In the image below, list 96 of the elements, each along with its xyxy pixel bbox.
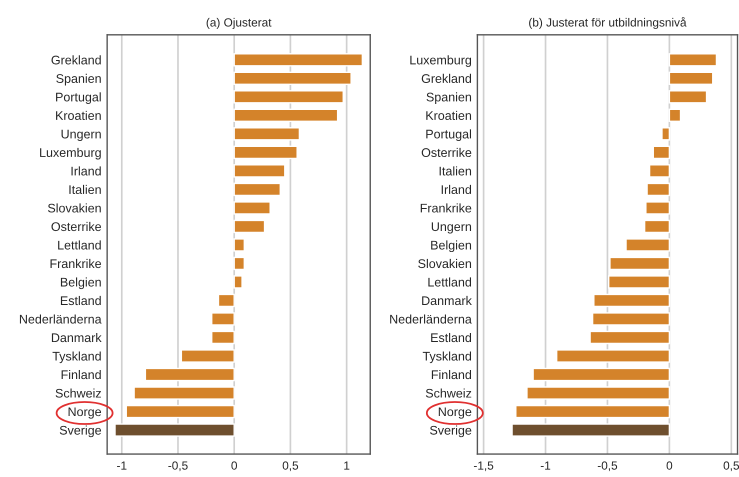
bar (234, 90, 344, 104)
y-tick-label: Belgien (60, 277, 101, 290)
bar (644, 220, 670, 234)
y-tick-label: Kroatien (426, 110, 472, 120)
bar (608, 275, 670, 289)
y-tick-label: Nederländerna (390, 314, 472, 324)
y-tick-label: Tyskland (422, 351, 472, 364)
y-tick-label: Norge (68, 407, 102, 419)
y-tick-label: Italien (69, 184, 101, 194)
y-tick-label: Tyskland (52, 351, 101, 364)
bar (592, 312, 670, 326)
bar (234, 164, 286, 178)
y-tick-label: Ungern (62, 130, 101, 141)
x-tick-label: 1 (344, 461, 350, 470)
y-tick-label: Grekland (52, 55, 101, 64)
x-tick-label: -1 (117, 461, 126, 470)
y-tick-label: Sverige (430, 426, 472, 438)
bar (661, 127, 670, 141)
y-tick-label: Ungern (432, 222, 472, 234)
bar (668, 53, 718, 67)
y-tick-label: Osterrike (51, 222, 102, 232)
y-tick-label: Schweiz (426, 388, 472, 398)
bar (114, 423, 235, 437)
bar (234, 108, 338, 122)
y-tick-label: Osterrike (422, 148, 472, 158)
y-tick-label: Finland (432, 370, 472, 380)
bar (211, 312, 235, 326)
y-tick-label: Kroatien (56, 110, 101, 120)
y-tick-label: Belgien (431, 240, 472, 252)
y-tick-label: Irland (71, 166, 101, 176)
y-tick-label: Spanien (426, 92, 472, 104)
bar (668, 72, 714, 86)
x-tick-label: 0,5 (282, 461, 298, 472)
y-tick-label: Schweiz (56, 388, 101, 398)
x-tick-label: 0,5 (724, 461, 739, 472)
y-tick-label: Danmark (422, 296, 472, 306)
x-tick-label: -0,5 (168, 461, 188, 472)
y-tick-label: Danmark (52, 332, 102, 342)
bar (234, 201, 271, 215)
y-tick-label: Sverige (60, 426, 102, 438)
bar (234, 72, 352, 86)
y-tick-label: Lettland (58, 240, 101, 250)
bar (144, 368, 235, 382)
bar (180, 349, 235, 363)
bar (234, 182, 281, 196)
bar (609, 256, 670, 270)
y-tick-label: Portugal (426, 129, 472, 141)
y-tick-label: Estland (60, 296, 101, 306)
bar (234, 127, 300, 141)
y-tick-label: Lettland (428, 277, 472, 287)
bar (234, 256, 246, 270)
bar (211, 330, 235, 344)
bar (589, 330, 670, 344)
y-tick-label: Spanien (56, 74, 101, 86)
y-tick-label: Nederländerna (20, 314, 102, 324)
y-tick-label: Luxemburg (40, 148, 101, 160)
bar (515, 404, 670, 418)
bar (234, 238, 246, 252)
bar (652, 146, 670, 160)
y-tick-label: Slovakien (418, 258, 472, 268)
x-tick-label: -1 (540, 461, 550, 470)
y-tick-label: Grekland (422, 74, 472, 83)
bar (218, 294, 235, 308)
bar (556, 349, 670, 363)
bar (645, 201, 670, 215)
y-tick-label: Estland (431, 332, 472, 342)
bar (126, 404, 235, 418)
x-tick-label: 0 (231, 461, 238, 470)
chart-title: (a) Ojusterat (206, 18, 272, 29)
x-tick-label: 0 (666, 461, 672, 470)
y-tick-label: Finland (62, 370, 101, 380)
bar (511, 423, 670, 437)
y-tick-label: Irland (442, 184, 472, 194)
chart-title: (b) Justerat för utbildningsnivå (529, 16, 687, 29)
bar (668, 108, 682, 122)
bar (648, 164, 670, 178)
bar (526, 386, 670, 400)
bar (593, 294, 670, 308)
bar (532, 368, 670, 382)
y-tick-label: Norge (438, 407, 472, 419)
bar (625, 238, 670, 252)
y-tick-label: Luxemburg (410, 55, 472, 67)
bar (133, 386, 235, 400)
bar (234, 53, 364, 67)
y-tick-label: Frankrike (420, 203, 472, 213)
y-tick-label: Slovakien (48, 203, 101, 213)
y-tick-label: Italien (440, 166, 472, 176)
y-tick-label: Portugal (56, 92, 101, 104)
bar (234, 275, 243, 289)
bar (668, 90, 708, 104)
x-tick-label: -1,5 (474, 461, 494, 472)
y-tick-label: Frankrike (50, 258, 102, 268)
x-tick-label: -0,5 (598, 461, 618, 472)
bar (646, 182, 670, 196)
bar (234, 220, 266, 234)
bar (234, 146, 298, 160)
